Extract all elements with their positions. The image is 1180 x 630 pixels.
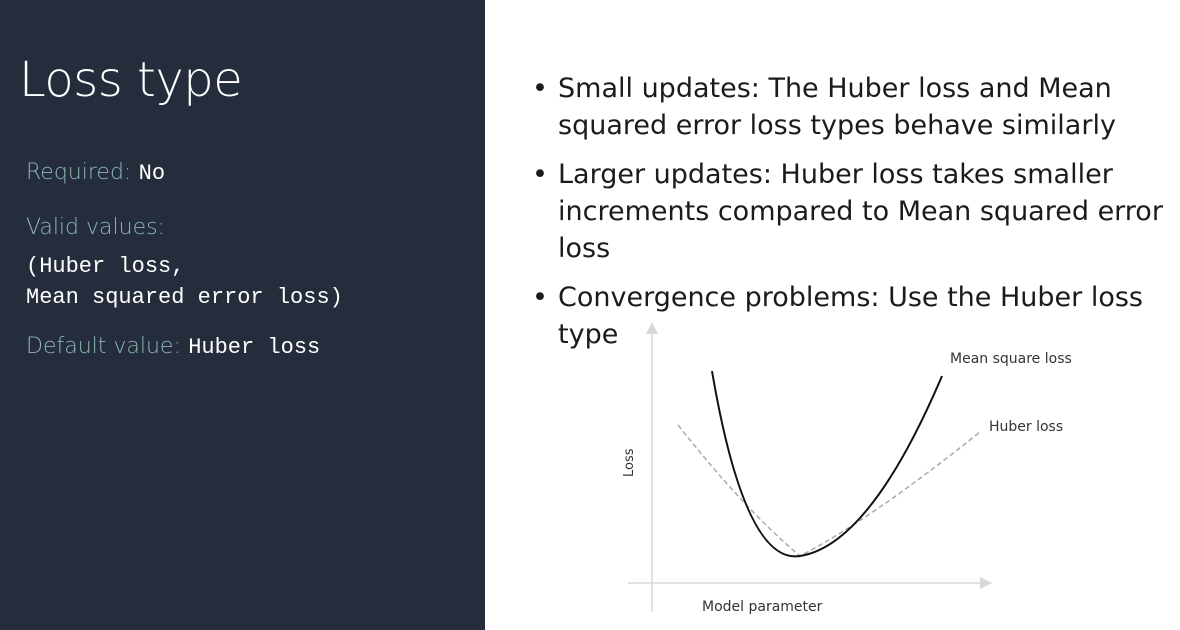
default-value-label: Default value: [26,334,181,359]
required-value: No [138,161,166,186]
valid-values-list: (Huber loss, Mean squared error loss) [26,251,343,313]
required-row: Required: No [26,158,165,189]
valid-value-mse: Mean squared error loss) [26,285,343,310]
mean-square-loss-curve [711,370,943,558]
valid-value-huber: (Huber loss, [26,254,185,279]
valid-values-label: Valid values: [26,215,165,240]
left-panel: Loss type Required: No Valid values: (Hu… [0,0,485,630]
loss-diagram: Mean square loss Huber loss Model parame… [622,322,1072,615]
bullet-convergence: Convergence problems: Use the Huber loss… [530,279,1170,353]
bullet-list: Small updates: The Huber loss and Mean s… [530,70,1170,365]
required-label: Required: [26,160,132,185]
default-value: Huber loss [188,335,321,360]
x-axis-label: Model parameter [702,599,823,615]
bullet-small-updates: Small updates: The Huber loss and Mean s… [530,70,1170,144]
valid-values-row: Valid values: [26,213,165,243]
slide-title: Loss type [19,52,243,108]
mean-square-loss-label: Mean square loss [950,351,1072,367]
y-axis-label: Loss [622,448,637,477]
default-value-row: Default value: Huber loss [26,332,320,363]
huber-loss-label: Huber loss [989,419,1063,435]
bullet-larger-updates: Larger updates: Huber loss takes smaller… [530,156,1170,267]
huber-loss-curve [677,424,981,557]
